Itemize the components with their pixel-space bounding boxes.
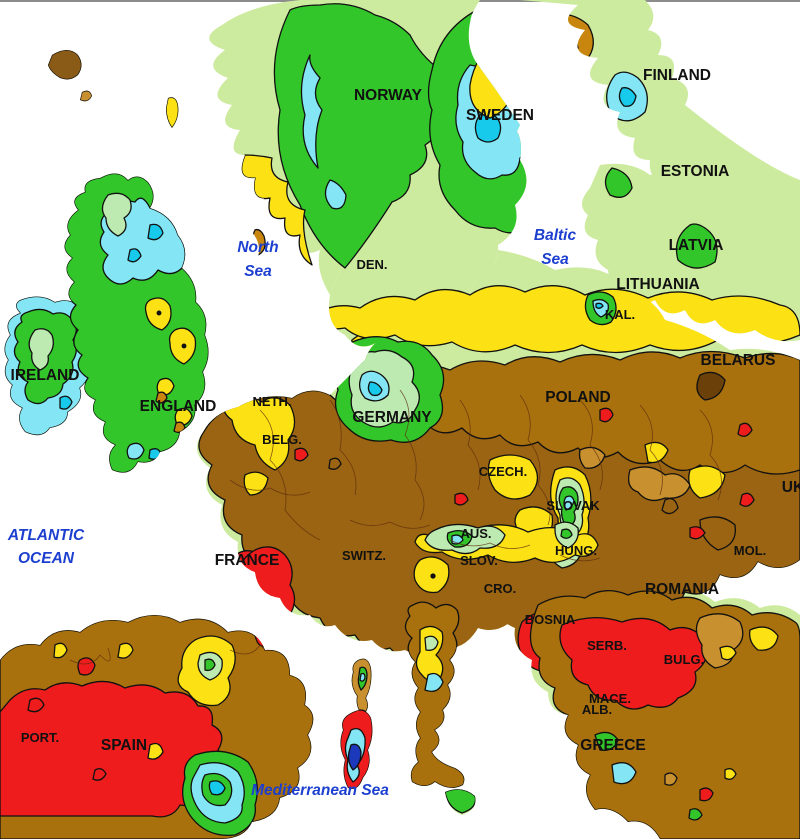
svg-text:NORWAY: NORWAY: [354, 87, 423, 104]
svg-text:GREECE: GREECE: [580, 737, 645, 754]
svg-text:ATLANTIC: ATLANTIC: [7, 527, 85, 544]
svg-text:UK: UK: [782, 479, 800, 496]
svg-text:LATVIA: LATVIA: [669, 237, 724, 254]
svg-text:BOSNIA: BOSNIA: [525, 612, 576, 627]
svg-text:North: North: [237, 239, 278, 256]
svg-text:SPAIN: SPAIN: [101, 737, 147, 754]
svg-text:SWEDEN: SWEDEN: [466, 107, 534, 124]
svg-text:SLOV.: SLOV.: [460, 553, 498, 568]
svg-text:FINLAND: FINLAND: [643, 67, 711, 84]
svg-text:CZECH.: CZECH.: [479, 464, 527, 479]
svg-text:DEN.: DEN.: [356, 257, 387, 272]
svg-text:LITHUANIA: LITHUANIA: [616, 276, 700, 293]
svg-text:Baltic: Baltic: [534, 227, 577, 244]
svg-text:Sea: Sea: [244, 263, 272, 280]
svg-text:Mediterranean Sea: Mediterranean Sea: [251, 782, 389, 799]
svg-text:BULG.: BULG.: [664, 652, 704, 667]
svg-text:BELG.: BELG.: [262, 432, 302, 447]
svg-text:ESTONIA: ESTONIA: [661, 163, 730, 180]
svg-text:Sea: Sea: [541, 251, 569, 268]
svg-text:SERB.: SERB.: [587, 638, 627, 653]
svg-text:IRELAND: IRELAND: [11, 367, 80, 384]
svg-text:PORT.: PORT.: [21, 730, 59, 745]
svg-text:ENGLAND: ENGLAND: [140, 398, 217, 415]
svg-text:NETH.: NETH.: [253, 394, 292, 409]
svg-text:POLAND: POLAND: [545, 389, 610, 406]
svg-text:MOL.: MOL.: [734, 543, 767, 558]
svg-text:HUNG.: HUNG.: [555, 543, 597, 558]
svg-text:ALB.: ALB.: [582, 702, 612, 717]
svg-text:BELARUS: BELARUS: [701, 352, 776, 369]
svg-text:AUS.: AUS.: [460, 526, 491, 541]
svg-text:OCEAN: OCEAN: [18, 550, 75, 567]
svg-text:FRANCE: FRANCE: [215, 552, 280, 569]
svg-text:ROMANIA: ROMANIA: [645, 581, 719, 598]
svg-text:CRO.: CRO.: [484, 581, 517, 596]
svg-text:KAL.: KAL.: [605, 307, 635, 322]
svg-text:SWITZ.: SWITZ.: [342, 548, 386, 563]
svg-text:GERMANY: GERMANY: [352, 409, 432, 426]
svg-text:SLOVAK: SLOVAK: [546, 498, 600, 513]
